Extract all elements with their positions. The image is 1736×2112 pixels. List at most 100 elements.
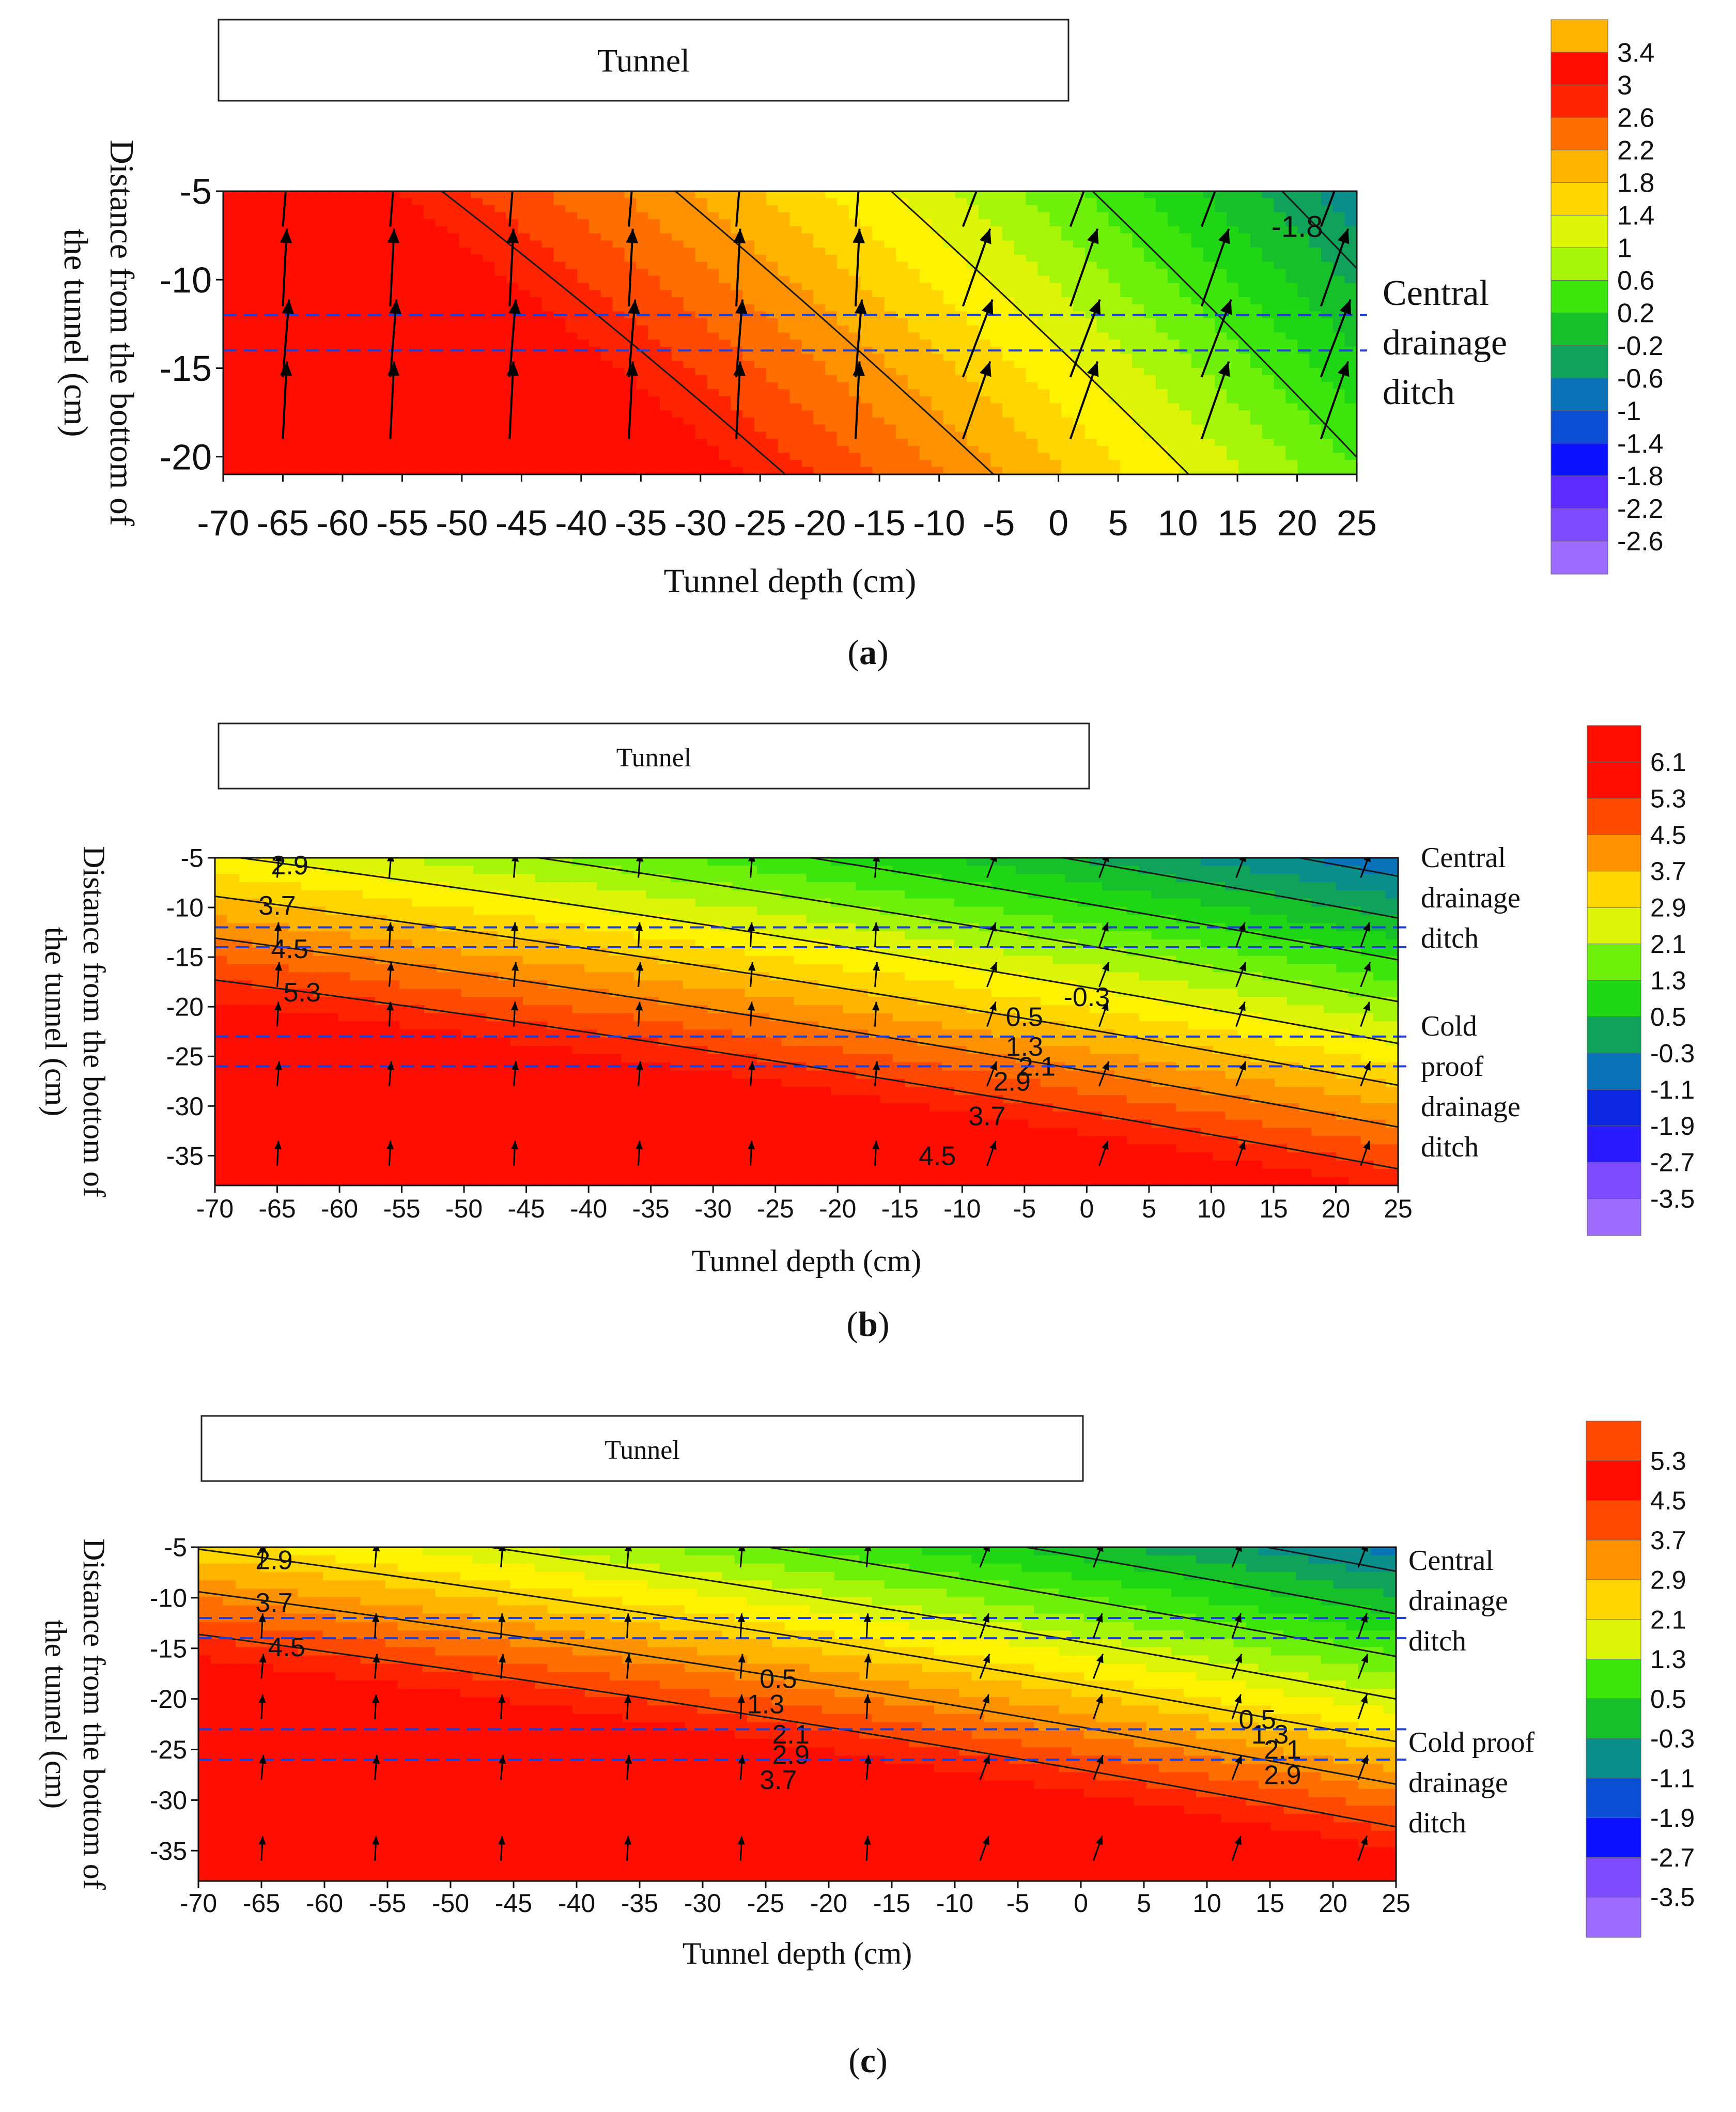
field-cell	[601, 226, 613, 234]
field-cell	[731, 396, 743, 404]
field-cell	[1250, 318, 1263, 326]
field-cell	[294, 248, 306, 255]
field-cell	[932, 375, 944, 383]
field-cell	[1109, 297, 1121, 305]
field-cell	[884, 439, 896, 446]
field-cell	[239, 1112, 252, 1120]
field-cell	[294, 297, 306, 305]
field-cell	[742, 425, 755, 433]
field-cell	[967, 226, 979, 234]
field-cell	[400, 255, 412, 263]
field-cell	[719, 368, 731, 376]
field-cell	[754, 304, 767, 312]
drain-label: drainage	[1383, 323, 1507, 363]
field-cell	[424, 907, 437, 916]
field-cell	[459, 297, 472, 305]
field-cell	[1156, 333, 1168, 341]
field-cell	[565, 198, 578, 206]
field-cell	[955, 340, 967, 347]
field-cell	[246, 446, 259, 454]
field-cell	[542, 255, 554, 263]
field-cell	[695, 297, 708, 305]
field-cell	[459, 304, 472, 312]
field-cell	[436, 361, 448, 368]
field-cell	[1097, 234, 1109, 241]
field-cell	[1321, 460, 1334, 468]
field-cell	[518, 240, 531, 248]
field-cell	[252, 989, 265, 997]
field-cell	[1049, 382, 1062, 390]
field-cell	[672, 255, 684, 263]
field-cell	[264, 997, 277, 1006]
field-cell	[884, 262, 896, 270]
field-cell	[270, 248, 283, 255]
field-cell	[801, 255, 814, 263]
field-cell	[227, 1054, 240, 1063]
field-cell	[473, 1136, 486, 1145]
field-cell	[317, 318, 330, 326]
field-cell	[955, 226, 967, 234]
field-cell	[1297, 375, 1310, 383]
field-cell	[719, 283, 731, 291]
field-cell	[778, 382, 791, 390]
field-cell	[896, 361, 908, 368]
field-cell	[483, 396, 495, 404]
field-cell	[684, 418, 696, 425]
field-cell	[1132, 212, 1144, 220]
field-cell	[447, 212, 460, 220]
field-cell	[449, 956, 462, 965]
field-cell	[1333, 283, 1345, 291]
field-cell	[943, 262, 956, 270]
field-cell	[766, 410, 779, 418]
field-cell	[1203, 318, 1215, 326]
field-cell	[276, 1103, 289, 1112]
field-cell	[377, 368, 389, 376]
field-cell	[1002, 276, 1015, 284]
field-cell	[289, 1128, 302, 1137]
field-cell	[695, 269, 708, 276]
field-cell	[1297, 290, 1310, 298]
field-cell	[1097, 333, 1109, 341]
field-cell	[695, 304, 708, 312]
field-cell	[518, 283, 531, 291]
field-cell	[754, 297, 767, 305]
field-cell	[613, 255, 625, 263]
field-cell	[1085, 453, 1097, 460]
field-cell	[636, 276, 648, 284]
field-cell	[1061, 396, 1074, 404]
field-cell	[577, 219, 590, 227]
field-cell	[412, 858, 425, 867]
field-cell	[1309, 283, 1322, 291]
field-cell	[483, 361, 495, 368]
field-cell	[329, 262, 342, 270]
field-cell	[684, 191, 696, 199]
field-cell	[672, 404, 684, 411]
field-cell	[276, 1022, 289, 1030]
field-cell	[350, 1120, 363, 1129]
field-cell	[447, 248, 460, 255]
field-cell	[601, 389, 613, 397]
field-cell	[270, 219, 283, 227]
field-cell	[252, 956, 265, 965]
field-cell	[1132, 467, 1144, 475]
field-cell	[338, 1169, 351, 1178]
field-cell	[896, 396, 908, 404]
field-cell	[305, 326, 318, 333]
colorbar-label: 1.8	[1617, 168, 1654, 198]
field-cell	[766, 262, 779, 270]
field-cell	[648, 240, 660, 248]
field-cell	[565, 262, 578, 270]
field-cell	[350, 931, 363, 940]
field-cell	[341, 382, 353, 390]
field-cell	[1026, 340, 1038, 347]
field-cell	[801, 191, 814, 199]
field-cell	[252, 1005, 265, 1014]
field-cell	[412, 907, 425, 916]
field-cell	[613, 418, 625, 425]
field-cell	[494, 219, 507, 227]
field-cell	[837, 404, 849, 411]
field-cell	[707, 375, 720, 383]
field-cell	[294, 382, 306, 390]
field-cell	[672, 439, 684, 446]
field-cell	[461, 956, 474, 965]
